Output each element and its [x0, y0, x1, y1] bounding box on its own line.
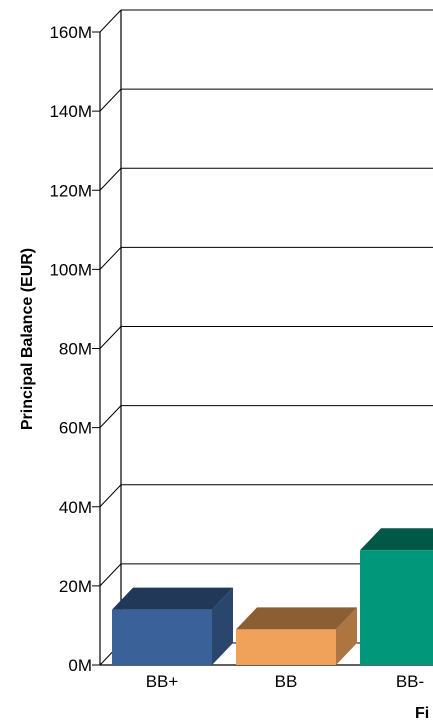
gridline-diagonal	[99, 563, 122, 587]
bar-top	[236, 607, 357, 630]
gridline-diagonal	[99, 247, 122, 270]
bar-top	[112, 587, 233, 610]
bar-front	[236, 629, 336, 665]
gridline-diagonal	[99, 88, 122, 112]
bars	[112, 528, 433, 665]
y-tick-label: 140M	[49, 102, 92, 121]
y-tick-labels: 0M 20M 40M 60M 80M 100M 120M 140M 160M	[49, 23, 92, 675]
bar	[236, 607, 357, 665]
gridlines	[92, 9, 433, 666]
gridline-diagonal	[99, 484, 122, 508]
category-label: BB	[275, 672, 298, 691]
y-tick-label: 80M	[59, 340, 92, 359]
y-tick-label: 160M	[49, 23, 92, 42]
bar-side	[212, 587, 233, 665]
x-axis-title: Fi	[415, 705, 429, 722]
category-labels: BB+ BB BB-	[146, 672, 424, 691]
bar-top	[360, 528, 433, 551]
gridline-diagonal	[99, 405, 122, 428]
y-tick-label: 20M	[59, 577, 92, 596]
y-tick-label: 0M	[68, 656, 92, 675]
bar	[360, 528, 433, 665]
y-tick-label: 100M	[49, 260, 92, 279]
y-tick-label: 120M	[49, 181, 92, 200]
y-tick-label: 40M	[59, 498, 92, 517]
bar-front	[360, 550, 433, 665]
y-axis-title: Principal Balance (EUR)	[19, 248, 36, 430]
y-tick-label: 60M	[59, 419, 92, 438]
gridline-diagonal	[99, 326, 122, 349]
category-label: BB-	[396, 672, 424, 691]
bar	[112, 587, 233, 665]
bar-front	[112, 609, 212, 665]
gridline-diagonal	[99, 9, 122, 33]
bar-side	[336, 607, 357, 665]
category-label: BB+	[146, 672, 179, 691]
gridline-diagonal	[99, 167, 122, 191]
